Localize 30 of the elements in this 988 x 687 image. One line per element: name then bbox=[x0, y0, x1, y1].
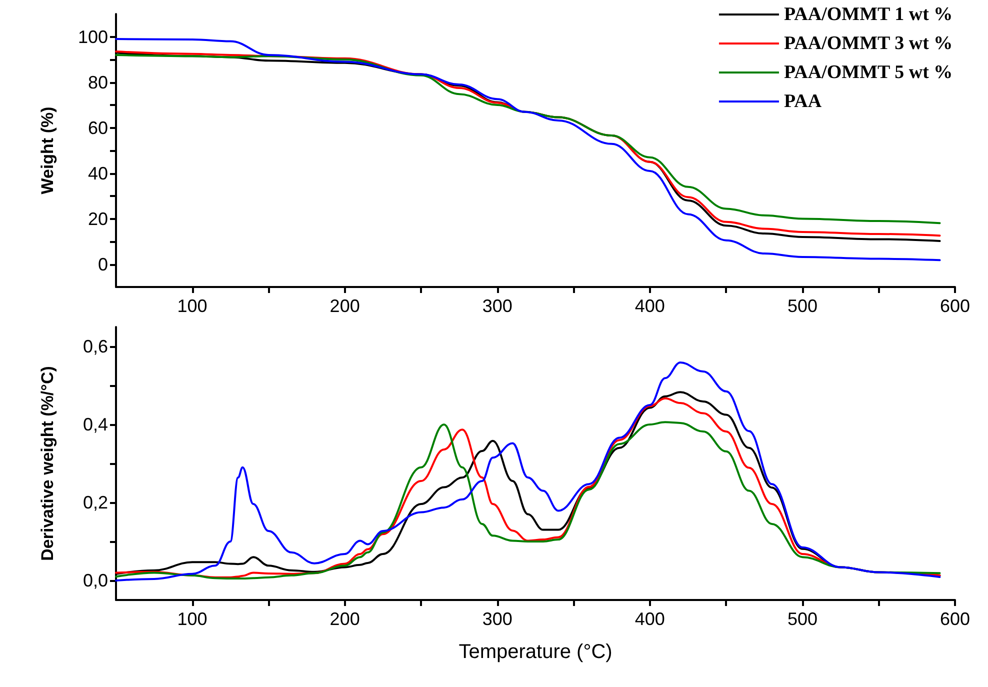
x-tick-label: 500 bbox=[787, 609, 818, 629]
y-tick-label: 80 bbox=[88, 72, 108, 92]
y-tick-label: 0,0 bbox=[82, 570, 108, 590]
y-tick-label: 20 bbox=[88, 208, 108, 229]
legend-label: PAA/OMMT 1 wt % bbox=[784, 4, 953, 25]
x-tick-label: 200 bbox=[330, 296, 360, 316]
y-axis-title: Derivative weight (%/°C) bbox=[38, 366, 57, 561]
x-tick-label: 400 bbox=[634, 296, 665, 316]
y-axis-title: Weight (%) bbox=[38, 106, 57, 194]
y-tick-label: 100 bbox=[78, 26, 108, 47]
x-axis-title: Temperature (°C) bbox=[458, 641, 612, 663]
legend-label: PAA/OMMT 3 wt % bbox=[784, 33, 953, 54]
y-tick-label: 60 bbox=[88, 118, 108, 138]
x-tick-label: 600 bbox=[940, 609, 970, 629]
x-tick-label: 600 bbox=[940, 296, 970, 316]
legend-label: PAA bbox=[784, 91, 822, 112]
x-tick-label: 300 bbox=[482, 296, 512, 316]
y-tick-label: 0 bbox=[98, 254, 108, 274]
x-tick-label: 300 bbox=[482, 609, 512, 629]
legend-label: PAA/OMMT 5 wt % bbox=[784, 62, 953, 83]
x-tick-label: 500 bbox=[787, 296, 818, 316]
y-tick-label: 0,6 bbox=[82, 336, 108, 356]
y-tick-label: 0,2 bbox=[82, 492, 108, 512]
x-tick-label: 400 bbox=[634, 609, 665, 629]
x-tick-label: 100 bbox=[177, 609, 208, 629]
y-tick-label: 0,4 bbox=[82, 414, 108, 434]
line-series bbox=[115, 361, 941, 582]
y-tick-label: 40 bbox=[88, 163, 108, 184]
x-tick-label: 200 bbox=[330, 609, 360, 629]
x-tick-label: 100 bbox=[177, 296, 208, 316]
